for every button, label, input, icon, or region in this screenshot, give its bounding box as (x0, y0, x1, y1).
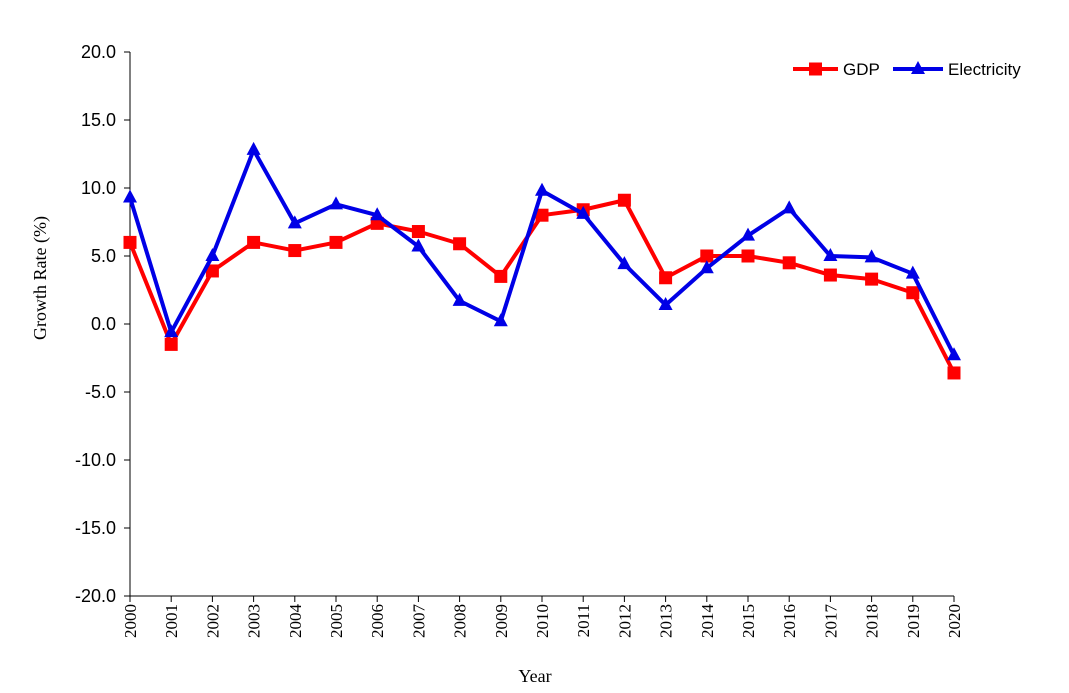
y-tick-label: -10.0 (75, 450, 116, 470)
x-axis-title: Year (518, 666, 551, 686)
electricity-point (411, 238, 426, 252)
x-tick-label: 2001 (162, 604, 181, 638)
legend: GDP Electricity (793, 60, 1021, 79)
y-axis: -20.0 -15.0 -10.0 -5.0 0.0 5.0 10.0 15.0 20.0 (75, 42, 131, 606)
gdp-point (865, 272, 879, 286)
electricity-point (493, 313, 508, 327)
legend-gdp-marker (809, 62, 822, 76)
x-tick-label: 2013 (657, 604, 676, 638)
x-tick-label: 2000 (121, 604, 140, 638)
legend-item-gdp: GDP (793, 60, 880, 79)
gdp-point (700, 249, 714, 263)
electricity-point (123, 189, 137, 203)
electricity-point (205, 248, 220, 261)
y-tick-label: 5.0 (91, 246, 116, 266)
gdp-point (782, 256, 796, 270)
y-tick-label: 15.0 (81, 110, 116, 130)
x-tick-label: 2003 (245, 604, 264, 638)
gdp-point (247, 235, 261, 249)
electricity-point (287, 215, 302, 229)
gdp-point (617, 193, 631, 207)
series-electricity (123, 141, 961, 361)
y-axis-title: Growth Rate (%) (30, 216, 51, 340)
electricity-point (617, 256, 632, 270)
electricity-point (535, 182, 549, 196)
electricity-point (782, 200, 797, 214)
legend-gdp-label: GDP (843, 60, 880, 79)
gdp-line (128, 198, 956, 374)
electricity-point (864, 249, 879, 263)
x-tick-label: 2014 (698, 604, 717, 639)
gdp-point (164, 337, 178, 351)
series-gdp (123, 193, 961, 380)
y-tick-label: 0.0 (91, 314, 116, 334)
electricity-point (905, 265, 920, 279)
x-tick-label: 2020 (945, 604, 964, 638)
electricity-point (658, 296, 673, 310)
electricity-point (576, 205, 591, 219)
x-tick-label: 2011 (574, 604, 593, 637)
x-tick-label: 2007 (409, 604, 428, 639)
y-tick-label: 10.0 (81, 178, 116, 198)
x-tick-label: 2017 (821, 604, 840, 639)
x-tick-label: 2005 (327, 604, 346, 638)
electricity-point (452, 292, 467, 306)
gdp-point (329, 235, 343, 249)
gdp-point (947, 366, 961, 380)
gdp-point (906, 286, 920, 300)
gdp-point (288, 244, 302, 258)
y-tick-label: -20.0 (75, 586, 116, 606)
x-tick-label: 2010 (533, 604, 552, 638)
y-tick-label: 20.0 (81, 42, 116, 62)
electricity-point (699, 260, 714, 274)
electricity-point (329, 196, 343, 210)
legend-electricity-marker (911, 61, 925, 74)
gdp-point (123, 235, 137, 249)
gdp-point (494, 269, 508, 283)
gdp-point (205, 264, 219, 278)
legend-item-electricity: Electricity (893, 60, 1021, 79)
gdp-point (535, 208, 549, 222)
legend-electricity-label: Electricity (948, 60, 1021, 79)
x-tick-label: 2008 (451, 604, 470, 638)
x-axis: 2000 2001 2002 2003 2004 2005 2006 2007 2008 2009… (121, 595, 964, 639)
x-tick-label: 2018 (863, 604, 882, 638)
x-tick-label: 2019 (904, 604, 923, 638)
x-tick-label: 2015 (739, 604, 758, 638)
gdp-point (741, 249, 755, 263)
x-tick-label: 2004 (286, 604, 305, 639)
x-tick-label: 2006 (368, 604, 387, 638)
gdp-point (823, 268, 837, 282)
series-layer (123, 141, 961, 380)
electricity-point (370, 207, 385, 221)
x-tick-label: 2009 (492, 604, 511, 638)
x-tick-label: 2012 (615, 604, 634, 638)
x-tick-label: 2002 (203, 604, 222, 638)
y-tick-label: -15.0 (75, 518, 116, 538)
electricity-point (164, 324, 179, 338)
x-tick-label: 2016 (780, 604, 799, 638)
gdp-point (453, 237, 467, 251)
gdp-point (411, 225, 425, 239)
electricity-point (823, 248, 838, 261)
electricity-point (741, 227, 755, 241)
electricity-point (947, 347, 961, 361)
gdp-point (659, 271, 673, 285)
electricity-point (246, 141, 261, 155)
y-tick-label: -5.0 (85, 382, 116, 402)
